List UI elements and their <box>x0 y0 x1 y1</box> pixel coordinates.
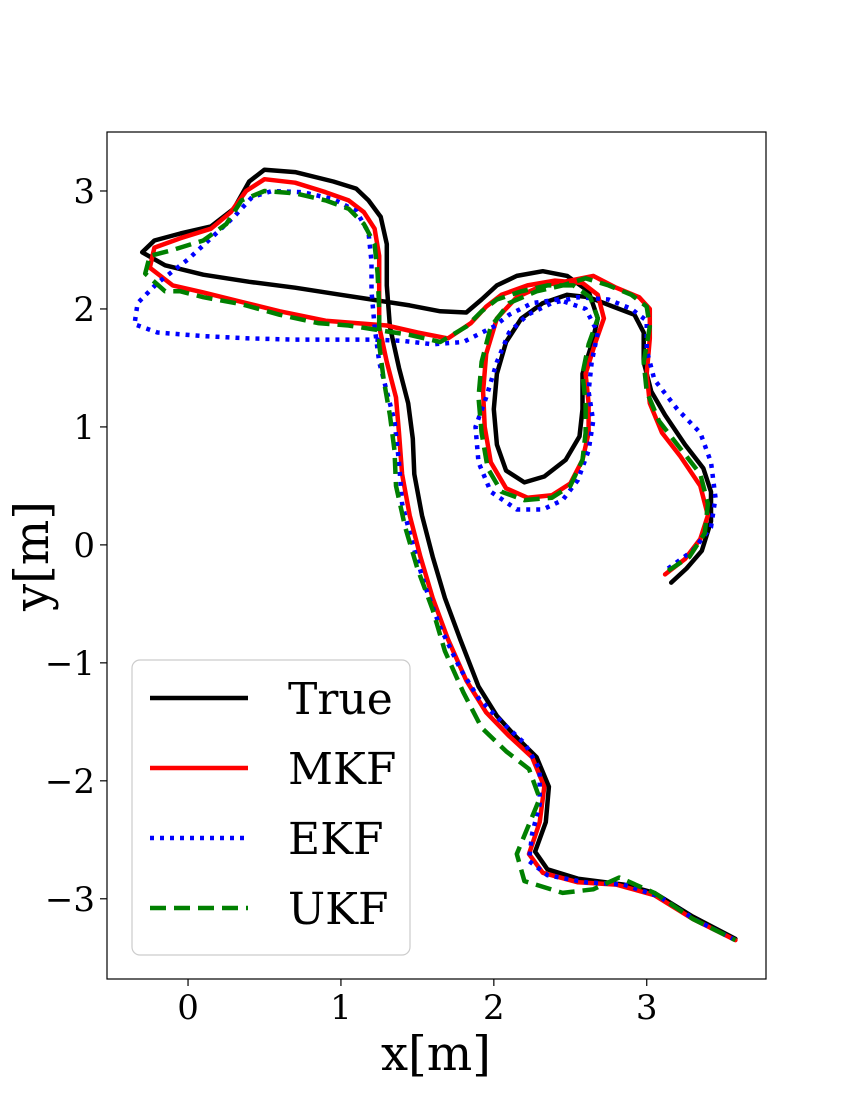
y-tick-label: −3 <box>45 880 95 920</box>
legend-label-mkf: MKF <box>288 744 396 795</box>
y-tick-label: 3 <box>73 172 95 212</box>
series-line-mkf <box>147 176 738 943</box>
y-tick-label: 1 <box>73 408 95 448</box>
series-line-ekf <box>132 188 737 943</box>
plot-frame <box>106 131 767 980</box>
x-tick-label: 0 <box>177 988 199 1028</box>
plot-lines <box>132 167 738 943</box>
x-axis-label: x[m] <box>381 1026 491 1082</box>
y-tick-label: −1 <box>45 644 95 684</box>
x-axis-ticks: 0 1 2 3 <box>177 979 658 1028</box>
series-line-true <box>139 167 738 942</box>
y-tick-label: −2 <box>45 762 95 802</box>
legend-label-ekf: EKF <box>288 814 384 865</box>
y-axis-label: y[m] <box>4 501 60 612</box>
legend: True MKF EKF UKF <box>131 659 411 956</box>
x-tick-label: 3 <box>636 988 658 1028</box>
series-line-ukf <box>142 188 737 943</box>
x-tick-label: 1 <box>330 988 352 1028</box>
y-tick-label: 2 <box>73 290 95 330</box>
legend-label-ukf: UKF <box>288 884 388 935</box>
y-tick-label: 0 <box>73 526 95 566</box>
x-tick-label: 2 <box>483 988 505 1028</box>
legend-box <box>131 659 411 956</box>
y-axis-ticks: 3 2 1 0 −1 −2 −3 <box>45 172 107 920</box>
legend-label-true: True <box>288 674 393 725</box>
